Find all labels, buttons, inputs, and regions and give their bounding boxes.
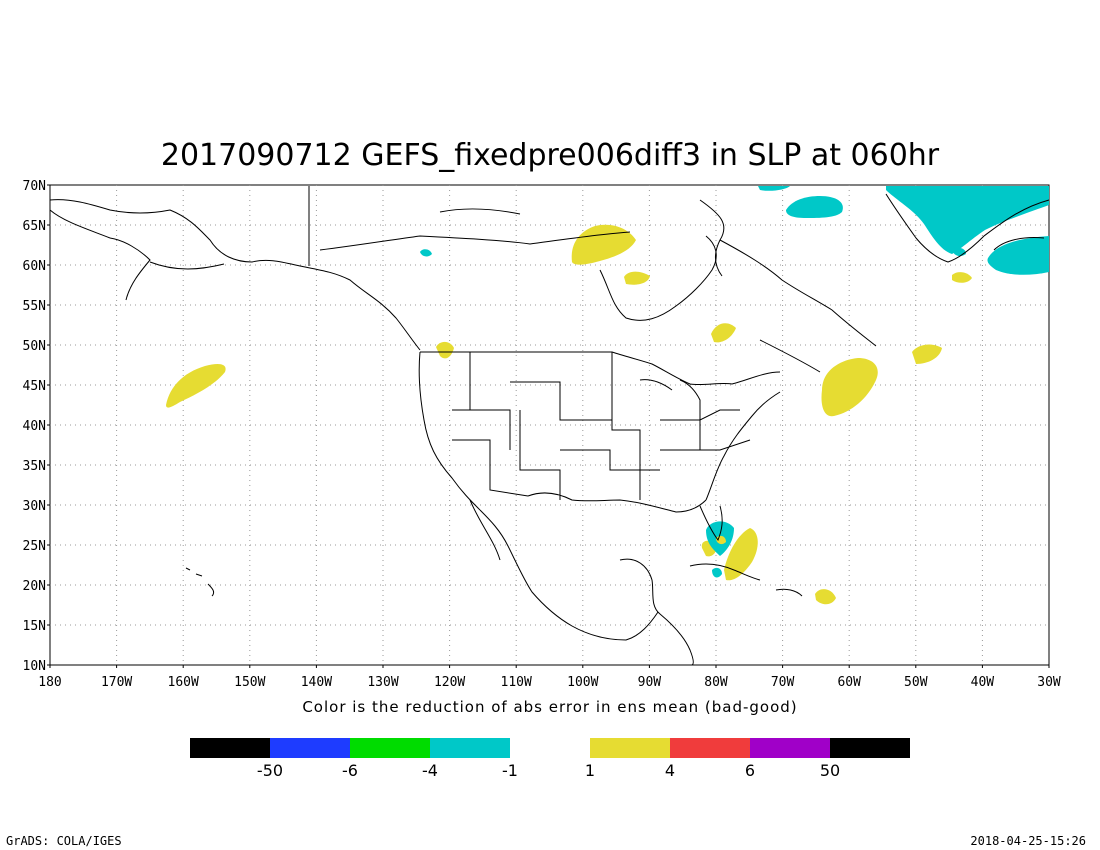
colorbar-label: 50 [820, 761, 840, 780]
colorbar-segment [510, 738, 590, 758]
shade-iceland-negative [987, 236, 1049, 275]
shade-baffin-north-negative [758, 186, 790, 191]
lat-tick-label: 45N [23, 379, 46, 394]
shade-labrador-positive [912, 344, 942, 364]
colorbar-label: -1 [502, 761, 518, 780]
colorbar-segment [430, 738, 510, 758]
shade-pacific-positive [166, 364, 226, 408]
lon-tick-label: 160W [168, 675, 199, 690]
map-frame [49, 184, 1050, 666]
colorbar-label: 6 [745, 761, 755, 780]
coastlines [49, 186, 1050, 666]
shade-newfoundland-positive [821, 358, 878, 417]
colorbar-labels: -50 -6 -4 -1 1 4 6 50 [257, 761, 840, 780]
shade-hudson-south-positive [624, 271, 650, 285]
shade-bc-positive [436, 341, 454, 359]
lat-tick-label: 50N [23, 339, 46, 354]
lon-tick-label: 180 [38, 675, 61, 690]
lon-tick-label: 80W [704, 675, 728, 690]
lat-tick-label: 20N [23, 579, 46, 594]
lon-tick-label: 120W [434, 675, 465, 690]
lon-tick-label: 110W [501, 675, 532, 690]
colorbar-label: 4 [665, 761, 675, 780]
colorbar-segment [270, 738, 350, 758]
lon-tick-label: 170W [101, 675, 132, 690]
colorbar-segment [190, 738, 270, 758]
lat-tick-label: 40N [23, 419, 46, 434]
shade-cuba-negative [712, 567, 722, 578]
colorbar-segment [830, 738, 910, 758]
colorbar-segments [190, 738, 910, 758]
lat-tick-label: 15N [23, 619, 46, 634]
shaded-areas [166, 186, 1049, 605]
lon-tick-label: 130W [367, 675, 398, 690]
colorbar-label: -50 [257, 761, 283, 780]
shade-greenland-negative [886, 186, 1049, 254]
lat-tick-label: 25N [23, 539, 46, 554]
lon-tick-label: 140W [301, 675, 332, 690]
lon-tick-label: 100W [567, 675, 598, 690]
shade-leeward-positive [815, 589, 836, 605]
lon-tick-label: 50W [904, 675, 928, 690]
colorbar-caption: Color is the reduction of abs error in e… [302, 698, 798, 716]
footer-credit: GrADS: COLA/IGES [6, 834, 122, 848]
shade-greenland-positive [952, 272, 972, 283]
lon-tick-label: 150W [234, 675, 265, 690]
lat-tick-label: 55N [23, 299, 46, 314]
footer-timestamp: 2018-04-25-15:26 [970, 834, 1086, 848]
grid-lines [50, 185, 1049, 665]
shade-alaska-negative [420, 249, 432, 257]
lat-tick-label: 65N [23, 219, 46, 234]
colorbar-segment [750, 738, 830, 758]
colorbar-label: -6 [342, 761, 358, 780]
lon-tick-label: 90W [638, 675, 662, 690]
chart-title: 2017090712 GEFS_fixedpre006diff3 in SLP … [160, 138, 940, 173]
lat-tick-label: 10N [23, 659, 46, 674]
colorbar-label: 1 [585, 761, 595, 780]
colorbar-label: -4 [422, 761, 438, 780]
lon-tick-label: 60W [837, 675, 861, 690]
shade-bahamas-positive [724, 528, 758, 581]
lat-tick-label: 60N [23, 259, 46, 274]
lat-tick-label: 35N [23, 459, 46, 474]
map-chart: 10N 15N 20N 25N 30N 35N 40N 45N 50N 55N 60N 65N 70N 1… [23, 179, 1061, 690]
lat-tick-label: 30N [23, 499, 46, 514]
lon-tick-label: 30W [1037, 675, 1061, 690]
colorbar-segment [670, 738, 750, 758]
shade-baffin-negative [786, 196, 843, 218]
shade-quebec-positive [711, 323, 736, 343]
lon-tick-label: 70W [771, 675, 795, 690]
colorbar-segment [590, 738, 670, 758]
lon-tick-label: 40W [971, 675, 995, 690]
colorbar-segment [350, 738, 430, 758]
lat-tick-label: 70N [23, 179, 46, 194]
shade-hudson-positive [571, 224, 636, 265]
axes-labels: 10N 15N 20N 25N 30N 35N 40N 45N 50N 55N 60N 65N 70N 1… [23, 179, 1061, 690]
